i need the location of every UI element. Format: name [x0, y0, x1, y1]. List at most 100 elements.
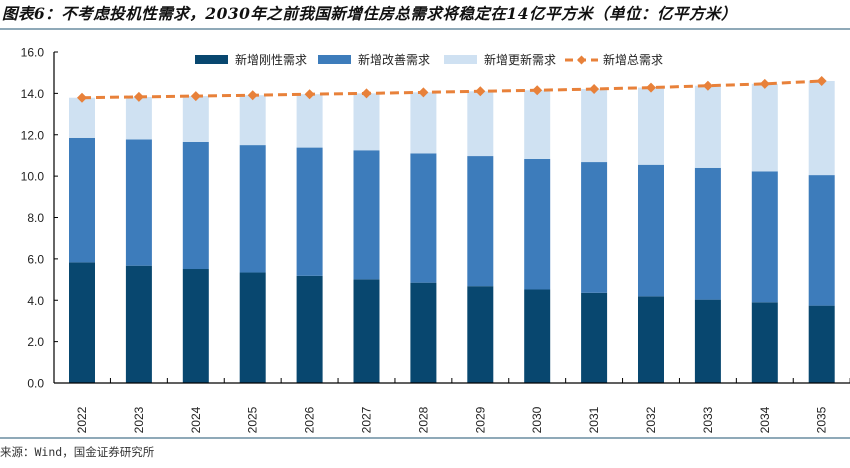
diamond-marker — [190, 91, 201, 102]
y-tick-label: 2.0 — [27, 335, 44, 349]
bar-segment — [524, 158, 551, 290]
title-divider — [0, 28, 850, 30]
bar-segment — [751, 83, 778, 172]
bar-segment — [182, 269, 209, 383]
bar-segment — [69, 262, 95, 383]
legend: 新增刚性需求 新增改善需求 新增更新需求 新增总需求 — [195, 52, 663, 67]
legend-swatch — [318, 55, 351, 64]
total-demand-line — [77, 75, 827, 103]
bar-2024 — [182, 96, 209, 383]
bar-segment — [182, 141, 209, 270]
x-tick-label: 2022 — [75, 406, 89, 433]
y-tick-label: 8.0 — [27, 211, 44, 225]
y-tick-label: 12.0 — [21, 128, 45, 142]
bar-segment — [125, 139, 152, 266]
bar-segment — [694, 85, 721, 168]
bar-2035 — [808, 80, 835, 383]
x-tick-label: 2032 — [644, 406, 658, 433]
diamond-marker — [475, 86, 486, 97]
bar-2027 — [353, 93, 380, 383]
bar-segment — [467, 286, 494, 383]
diamond-marker — [418, 87, 429, 98]
x-axis: 2022 2023 2024 2025 2026 2027 2028 2029 2030 2031… — [54, 378, 850, 433]
chart-title: 图表6：不考虑投机性需求，2030年之前我国新增住房总需求将稳定在14亿平方米（… — [2, 4, 737, 23]
legend-label: 新增总需求 — [603, 52, 663, 67]
bar-2033 — [694, 85, 721, 383]
legend-label: 新增更新需求 — [484, 52, 556, 67]
diamond-marker — [304, 89, 315, 100]
bar-segment — [638, 87, 664, 165]
x-tick-label: 2024 — [189, 406, 203, 433]
x-tick-label: 2033 — [701, 406, 715, 433]
bar-2026 — [296, 94, 323, 383]
bar-segment — [524, 90, 551, 159]
bar-segment — [125, 96, 152, 140]
bar-2025 — [239, 95, 266, 383]
bar-segment — [694, 167, 721, 300]
x-tick-label: 2035 — [815, 406, 829, 433]
bar-segment — [410, 153, 437, 283]
bar-segment — [524, 289, 551, 383]
bar-segment — [296, 147, 323, 276]
x-tick-label: 2023 — [132, 406, 146, 433]
stacked-bar-chart: 新增刚性需求 新增改善需求 新增更新需求 新增总需求 0.0 2.0 4.0 6.0 8.0 1… — [21, 46, 850, 433]
x-tick-label: 2029 — [473, 406, 487, 433]
bar-segment — [239, 145, 266, 273]
bar-2023 — [125, 96, 152, 383]
bar-2028 — [410, 92, 437, 383]
diamond-marker — [589, 84, 600, 95]
bar-2034 — [751, 83, 778, 383]
bar-2032 — [638, 87, 664, 383]
bar-segment — [751, 302, 778, 383]
x-tick-label: 2034 — [758, 406, 772, 433]
bar-segment — [808, 80, 835, 176]
y-tick-label: 16.0 — [21, 46, 45, 60]
bar-segment — [410, 282, 437, 383]
bar-2029 — [467, 91, 494, 383]
bar-segment — [751, 171, 778, 303]
bar-2022 — [69, 97, 95, 383]
x-tick-label: 2025 — [246, 406, 260, 433]
legend-label: 新增改善需求 — [358, 52, 430, 67]
bar-segment — [410, 92, 437, 154]
bars — [69, 80, 835, 383]
y-tick-label: 14.0 — [21, 87, 45, 101]
legend-item: 新增刚性需求 — [195, 52, 307, 67]
x-tick-label: 2027 — [360, 406, 374, 433]
diamond-marker — [133, 91, 144, 102]
legend-item: 新增更新需求 — [444, 52, 556, 67]
bar-segment — [239, 95, 266, 146]
legend-swatch — [195, 55, 228, 64]
bar-segment — [69, 137, 95, 263]
diamond-marker — [702, 80, 713, 91]
bar-segment — [808, 305, 835, 383]
source-note: 来源：Wind，国金证券研究所 — [0, 445, 155, 459]
bar-segment — [239, 272, 266, 383]
bar-segment — [353, 150, 380, 280]
diamond-marker — [816, 75, 827, 86]
diamond-marker — [759, 78, 770, 89]
bar-segment — [467, 156, 494, 287]
bar-segment — [467, 91, 494, 157]
diamond-marker — [577, 55, 586, 65]
bar-segment — [581, 89, 608, 163]
y-tick-label: 10.0 — [21, 170, 45, 184]
bar-segment — [694, 299, 721, 383]
bar-segment — [808, 175, 835, 306]
legend-item: 新增总需求 — [565, 52, 663, 67]
bar-segment — [581, 162, 608, 293]
bar-segment — [296, 275, 323, 383]
bar-segment — [581, 292, 608, 383]
bar-segment — [296, 94, 323, 148]
diamond-marker — [532, 85, 543, 96]
bar-segment — [638, 296, 664, 383]
diamond-marker — [361, 88, 372, 99]
footer-divider — [0, 437, 850, 439]
y-tick-label: 0.0 — [27, 377, 44, 391]
y-tick-label: 6.0 — [27, 252, 44, 266]
bar-2030 — [524, 90, 551, 383]
bar-segment — [353, 279, 380, 383]
diamond-marker — [247, 90, 258, 101]
x-tick-label: 2030 — [530, 406, 544, 433]
bar-segment — [638, 164, 664, 297]
